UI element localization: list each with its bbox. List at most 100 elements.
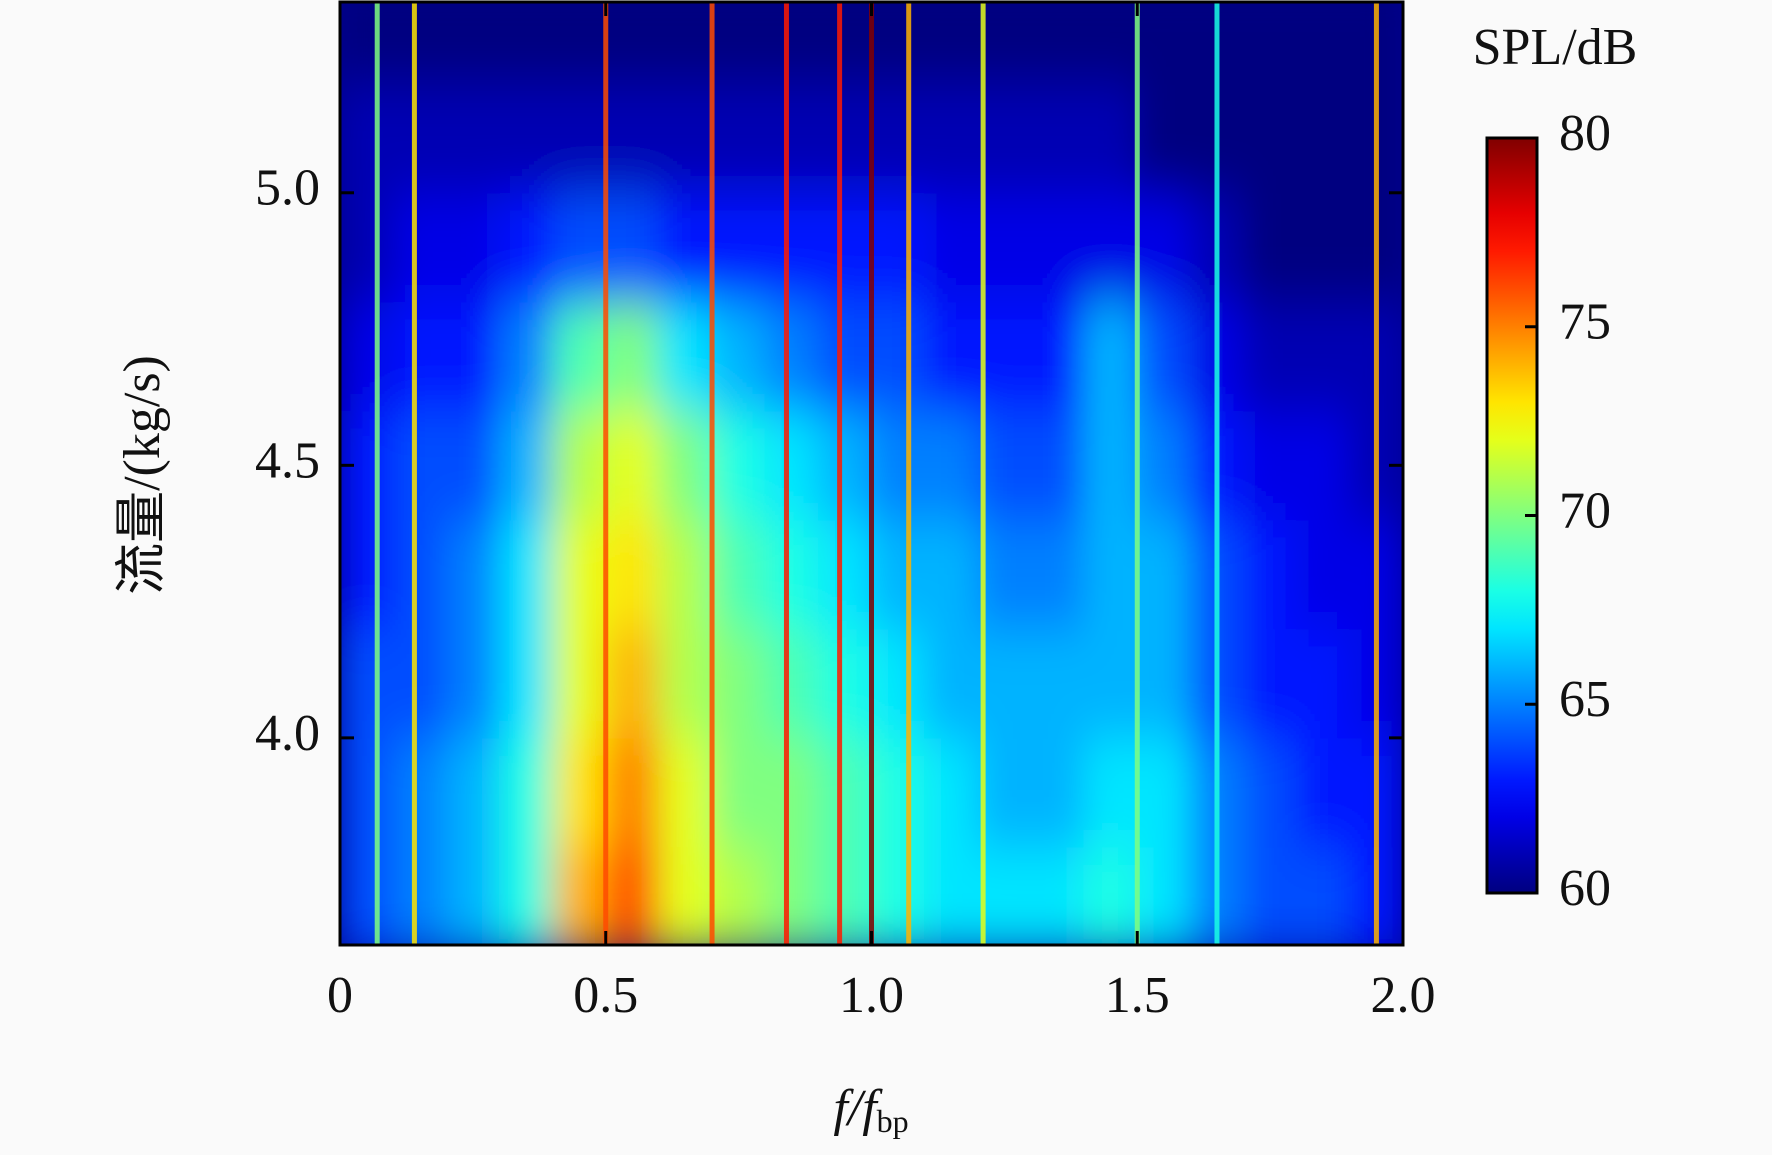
heatmap-cell xyxy=(1030,410,1085,521)
heatmap-cell xyxy=(498,519,554,630)
heatmap-cell xyxy=(1030,737,1085,848)
heatmap-cell xyxy=(924,410,979,521)
heatmap-cell xyxy=(1136,301,1191,412)
heatmap-cell xyxy=(1296,301,1351,412)
heatmap-cell xyxy=(340,2,394,85)
heatmap-cell xyxy=(817,737,872,848)
heatmap-cell xyxy=(817,301,872,412)
heatmap-cell xyxy=(924,519,979,630)
heatmap-cell xyxy=(392,737,447,848)
x-tick-label: 1.5 xyxy=(1105,967,1170,1024)
heatmap-cell xyxy=(1083,2,1138,85)
colorbar-tick-label: 65 xyxy=(1559,671,1611,728)
x-tick-label: 0 xyxy=(327,967,353,1024)
heatmap-cell xyxy=(498,737,554,848)
heatmap-cell xyxy=(340,301,394,412)
heatmap-cell xyxy=(340,192,394,303)
heatmap-cell xyxy=(445,301,500,412)
heatmap-cell xyxy=(764,846,819,945)
colorbar-tick-label: 80 xyxy=(1559,105,1611,162)
heatmap-cell xyxy=(711,846,766,945)
heatmap-cell xyxy=(1083,192,1138,303)
heatmap-cell xyxy=(445,192,500,303)
colorbar-tick-label: 70 xyxy=(1559,482,1611,539)
heatmap-cell xyxy=(498,192,554,303)
heatmap-cell xyxy=(658,83,713,194)
x-tick-label: 2.0 xyxy=(1371,967,1436,1024)
heatmap-cell xyxy=(552,83,607,194)
heatmap-cell xyxy=(1243,2,1298,85)
heatmap-cell xyxy=(764,410,819,521)
heatmap-cell xyxy=(1136,737,1191,848)
axes: 0 0.5 1.0 1.5 2.0 4.0 4.5 5.0 60 65 70 75 80 xyxy=(255,0,1611,1024)
heatmap-cell xyxy=(711,83,766,194)
heatmap-cell xyxy=(392,410,447,521)
heatmap-cell xyxy=(658,301,713,412)
heatmap-cell xyxy=(498,301,554,412)
heatmap-cell xyxy=(1030,628,1085,739)
heatmap-cell xyxy=(871,192,926,303)
heatmap-cell xyxy=(871,301,926,412)
heatmap-cell xyxy=(871,410,926,521)
heatmap-cell xyxy=(605,2,660,85)
heatmap-cell xyxy=(1296,192,1351,303)
heatmap-cell xyxy=(498,83,554,194)
colorbar xyxy=(1485,136,1539,895)
heatmap-cell xyxy=(1296,737,1351,848)
heatmap-cell xyxy=(392,2,447,85)
heatmap-cell xyxy=(445,410,500,521)
heatmap-cell xyxy=(658,2,713,85)
heatmap-cell xyxy=(392,846,447,945)
heatmap-cell xyxy=(924,628,979,739)
heatmap-cell xyxy=(552,846,607,945)
heatmap-cell xyxy=(498,846,554,945)
heatmap-cell xyxy=(1083,83,1138,194)
heatmap-cell xyxy=(924,846,979,945)
heatmap-cell xyxy=(817,83,872,194)
x-tick-label: 0.5 xyxy=(573,967,638,1024)
heatmap-cell xyxy=(1083,301,1138,412)
heatmap-cell xyxy=(711,410,766,521)
heatmap-cell xyxy=(977,410,1032,521)
heatmap-cell xyxy=(871,846,926,945)
heatmap-cell xyxy=(445,846,500,945)
heatmap-cell xyxy=(1030,83,1085,194)
heatmap-cell xyxy=(817,2,872,85)
heatmap xyxy=(340,2,1403,945)
heatmap-cell xyxy=(1243,410,1298,521)
heatmap-cell xyxy=(392,301,447,412)
heatmap-cell xyxy=(871,519,926,630)
heatmap-cell xyxy=(1243,737,1298,848)
heatmap-cell xyxy=(1083,628,1138,739)
x-axis-title-sub: bp xyxy=(877,1103,909,1139)
heatmap-cell xyxy=(1083,846,1138,945)
heatmap-cell xyxy=(1030,846,1085,945)
heatmap-cell xyxy=(552,737,607,848)
cell-grid xyxy=(340,2,1403,945)
heatmap-cell xyxy=(1136,2,1191,85)
colorbar-title: SPL/dB xyxy=(1473,19,1638,76)
heatmap-cell xyxy=(445,83,500,194)
heatmap-cell xyxy=(1243,519,1298,630)
heatmap-cell xyxy=(977,737,1032,848)
heatmap-cell xyxy=(817,628,872,739)
heatmap-cell xyxy=(658,192,713,303)
heatmap-cell xyxy=(924,2,979,85)
heatmap-cell xyxy=(924,301,979,412)
heatmap-cell xyxy=(711,2,766,85)
heatmap-cell xyxy=(445,519,500,630)
heatmap-cell xyxy=(1030,519,1085,630)
heatmap-cell xyxy=(658,737,713,848)
heatmap-cell xyxy=(977,628,1032,739)
heatmap-cell xyxy=(1243,301,1298,412)
heatmap-cell xyxy=(340,846,394,945)
heatmap-cell xyxy=(1243,846,1298,945)
heatmap-cell xyxy=(605,301,660,412)
heatmap-cell xyxy=(817,519,872,630)
heatmap-cell xyxy=(552,2,607,85)
heatmap-cell xyxy=(1083,737,1138,848)
heatmap-cell xyxy=(605,737,660,848)
heatmap-cell xyxy=(1296,83,1351,194)
heatmap-cell xyxy=(1296,2,1351,85)
